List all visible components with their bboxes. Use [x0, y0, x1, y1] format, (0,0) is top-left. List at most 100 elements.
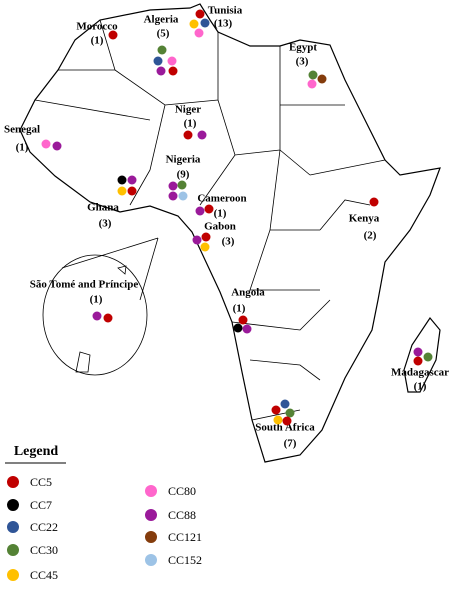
isolate-dot: [178, 191, 188, 201]
isolate-count: (13): [214, 18, 233, 30]
inset-circle: [42, 254, 148, 376]
isolate-dot: [127, 186, 137, 196]
country-name: Niger: [175, 104, 201, 116]
isolate-dot: [195, 9, 205, 19]
isolate-dot: [413, 347, 423, 357]
legend-label: CC5: [30, 475, 52, 489]
isolate-dot: [238, 315, 248, 325]
isolate-count: (7): [284, 438, 297, 450]
isolate-dot: [369, 197, 379, 207]
isolate-dot: [41, 139, 51, 149]
country-name: Senegal: [4, 124, 40, 136]
isolate-dot: [92, 311, 102, 321]
country-name: Angola: [231, 287, 265, 299]
isolate-dot: [168, 181, 178, 191]
isolate-dot: [204, 204, 214, 214]
country-name: Kenya: [349, 213, 380, 225]
legend-label: CC30: [30, 543, 58, 557]
isolate-dot: [157, 45, 167, 55]
sao-tome-island: [75, 265, 127, 373]
isolate-dot: [192, 235, 202, 245]
isolate-count: (1): [233, 303, 246, 315]
country-name: Nigeria: [166, 154, 201, 166]
country-name: Algeria: [144, 14, 179, 26]
isolate-dot: [117, 186, 127, 196]
isolate-dot: [307, 79, 317, 89]
isolate-count: (1): [414, 381, 427, 393]
legend-label: CC88: [168, 508, 196, 522]
isolate-dot: [117, 175, 127, 185]
isolate-count: (1): [214, 208, 227, 220]
isolate-count: (1): [90, 294, 103, 306]
isolate-dot: [168, 191, 178, 201]
legend-label: CC121: [168, 530, 202, 544]
legend-title: Legend: [14, 444, 59, 459]
isolate-dot: [153, 56, 163, 66]
isolate-dot: [413, 356, 423, 366]
country-name: Tunisia: [208, 5, 243, 17]
isolate-count: (2): [364, 230, 377, 242]
isolate-dot: [285, 408, 295, 418]
legend-swatch: [145, 509, 157, 521]
isolate-dot: [183, 130, 193, 140]
isolate-dot: [127, 175, 137, 185]
legend-label: CC152: [168, 553, 202, 567]
isolate-dot: [52, 141, 62, 151]
legend-swatch: [7, 569, 19, 581]
legend-label: CC7: [30, 498, 52, 512]
isolate-dot: [242, 324, 252, 334]
country-borders: [34, 19, 386, 421]
isolate-dot: [280, 399, 290, 409]
country-name: Cameroon: [197, 193, 246, 205]
isolate-count: (3): [296, 56, 309, 68]
isolate-dot: [197, 130, 207, 140]
isolate-dot: [271, 405, 281, 415]
isolate-dot: [201, 232, 211, 242]
country-name: Madagascar: [391, 367, 449, 379]
legend-swatch: [7, 476, 19, 488]
isolate-dot: [108, 30, 118, 40]
legend-swatch: [145, 554, 157, 566]
country-name: Egypt: [289, 42, 317, 54]
isolate-count: (3): [222, 236, 235, 248]
legend-swatch: [145, 485, 157, 497]
isolate-dot: [200, 18, 210, 28]
isolate-dot: [423, 352, 433, 362]
isolate-dot: [167, 56, 177, 66]
isolate-dot: [194, 28, 204, 38]
country-name: South Africa: [255, 422, 315, 434]
legend-label: CC80: [168, 484, 196, 498]
inset-pointer: [61, 237, 159, 301]
isolate-count: (9): [177, 169, 190, 181]
country-name: Ghana: [87, 202, 119, 214]
country-name: São Tomé and Príncipe: [30, 279, 139, 291]
isolate-count: (1): [91, 35, 104, 47]
isolate-count: (1): [184, 118, 197, 130]
isolate-dot: [195, 206, 205, 216]
legend-swatch: [145, 531, 157, 543]
legend-label: CC22: [30, 520, 58, 534]
isolate-dot: [273, 415, 283, 425]
country-name: Morocco: [76, 21, 118, 33]
isolate-dot: [156, 66, 166, 76]
madagascar-outline: [403, 316, 441, 393]
isolate-dot: [103, 313, 113, 323]
country-name: Gabon: [204, 221, 236, 233]
isolate-count: (3): [99, 218, 112, 230]
isolate-dot: [189, 19, 199, 29]
isolate-dot: [177, 180, 187, 190]
africa-outline: [19, 3, 441, 463]
isolate-dot: [168, 66, 178, 76]
legend-swatch: [7, 544, 19, 556]
legend-swatch: [7, 499, 19, 511]
isolate-dot: [233, 323, 243, 333]
isolate-count: (5): [157, 28, 170, 40]
legend-label: CC45: [30, 568, 58, 582]
isolate-dot: [282, 416, 292, 426]
legend-swatch: [7, 521, 19, 533]
isolate-dot: [200, 242, 210, 252]
isolate-dot: [308, 70, 318, 80]
isolate-dot: [317, 74, 327, 84]
isolate-count: (1): [16, 142, 29, 154]
